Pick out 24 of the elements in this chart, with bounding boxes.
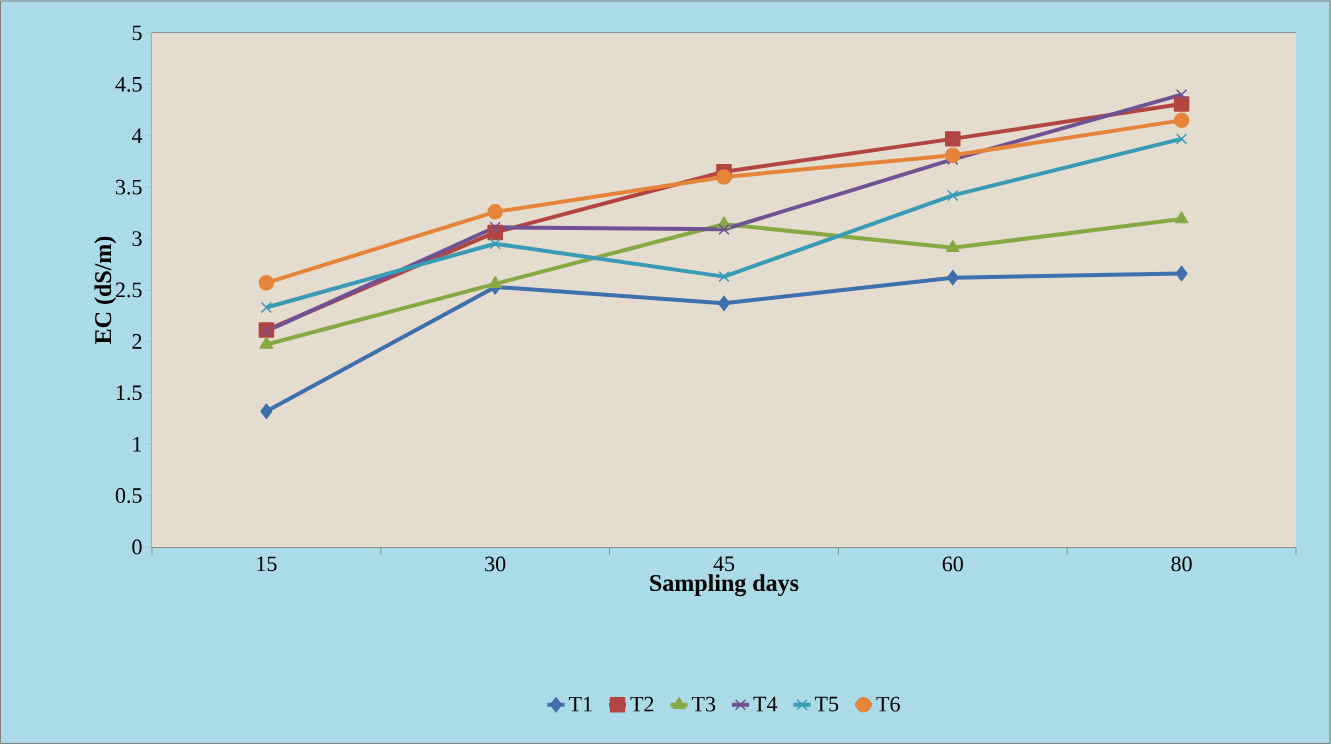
y-axis-title: EC (dS/m) xyxy=(94,236,117,344)
x-tick-label: 60 xyxy=(942,556,963,572)
y-tick-label: 0.5 xyxy=(115,488,142,504)
x-tick-label: 15 xyxy=(257,556,277,572)
y-tick-label: 4.5 xyxy=(115,77,142,92)
y-tick-label: 1 xyxy=(133,436,142,452)
legend-label: T3 xyxy=(691,696,716,712)
y-tick-label: 3 xyxy=(132,231,142,246)
y-tick-label: 3.5 xyxy=(116,179,142,195)
legend-label: T1 xyxy=(568,696,592,712)
y-tick-label: 2.5 xyxy=(115,282,142,298)
legend-label: T4 xyxy=(753,696,778,712)
legend-label: T6 xyxy=(876,696,900,712)
legend-label: T5 xyxy=(814,696,839,712)
x-tick-label: 80 xyxy=(1171,556,1192,572)
y-tick-label: 4 xyxy=(131,128,143,144)
y-tick-label: 0 xyxy=(132,539,142,555)
y-tick-label: 1.5 xyxy=(116,385,142,401)
y-tick-label: 5 xyxy=(132,25,142,41)
y-tick-label: 2 xyxy=(132,334,142,349)
x-tick-label: 45 xyxy=(713,556,735,572)
x-axis-title: Sampling days xyxy=(650,574,799,597)
x-tick-label: 30 xyxy=(485,556,506,572)
legend-label: T2 xyxy=(630,696,654,712)
